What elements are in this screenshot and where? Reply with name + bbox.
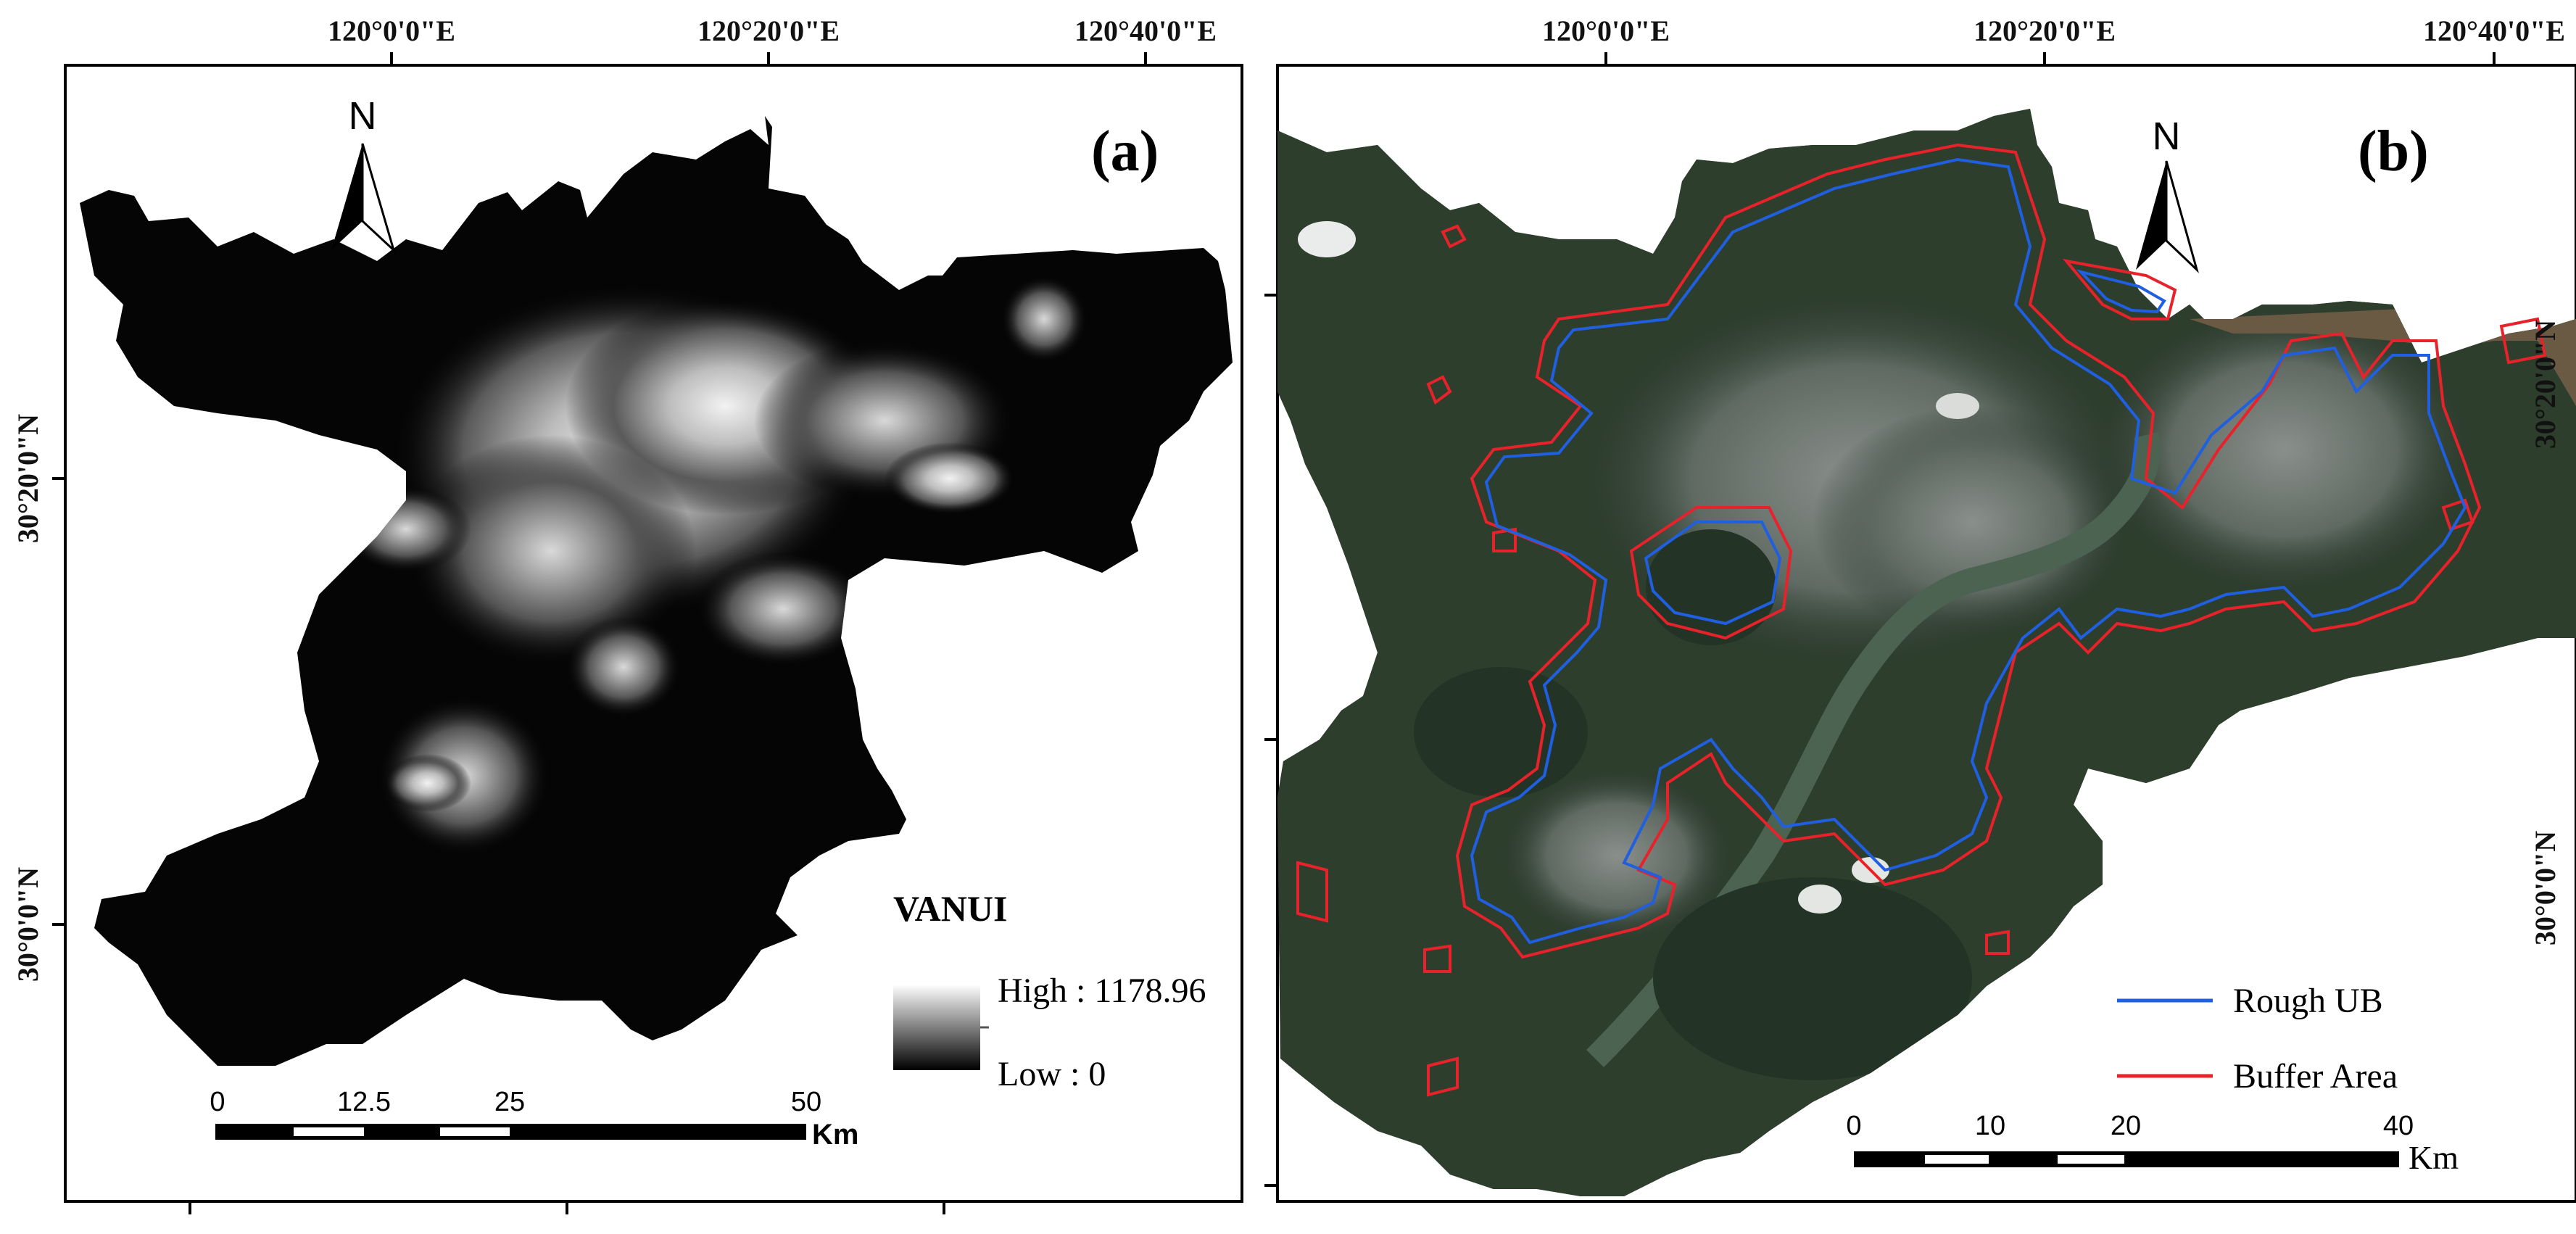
panel-b-ticks — [1264, 52, 2496, 1187]
panel-b-lon-label-2: 120°20'0"E — [1974, 15, 2116, 47]
scale-tick-0: 0 — [1846, 1111, 1861, 1141]
buffer-area-outline — [1296, 143, 2547, 1097]
panel-b-lon-label-1: 120°0'0"E — [1542, 15, 1670, 47]
scale-unit: Km — [2409, 1139, 2459, 1176]
panel-b-north-arrow: N — [2136, 115, 2199, 273]
legend-buffer-area: Buffer Area — [2233, 1057, 2398, 1096]
scale-tick-1: 10 — [1975, 1111, 2005, 1141]
panel-b-lon-label-3: 120°40'0"E — [2423, 15, 2565, 47]
panel-a-legend: VANUI High : 1178.96 Low : 0 — [893, 888, 1206, 1093]
panel-a-lon-label-3: 120°40'0"E — [1074, 15, 1217, 47]
scale-tick-3: 40 — [2383, 1111, 2414, 1141]
panel-a-ticks — [52, 52, 1147, 1214]
scale-tick-1: 12.5 — [337, 1087, 391, 1117]
legend-ramp — [893, 985, 980, 1070]
scale-tick-2: 20 — [2111, 1111, 2141, 1141]
scale-tick-2: 25 — [494, 1087, 525, 1117]
panel-b-scale-bar: 0 10 20 40 Km — [1846, 1111, 2459, 1176]
north-letter: N — [349, 94, 377, 138]
panel-b-lat-label-1: 30°20'0"N — [2529, 320, 2561, 449]
north-letter: N — [2153, 115, 2181, 158]
panel-a-lon-label-1: 120°0'0"E — [328, 15, 455, 47]
scale-tick-0: 0 — [210, 1087, 225, 1117]
panel-b-label: (b) — [2358, 120, 2429, 183]
scale-tick-3: 50 — [791, 1087, 821, 1117]
panel-a-lon-label-2: 120°20'0"E — [697, 15, 840, 47]
scale-unit: Km — [812, 1119, 858, 1151]
panel-b-legend: Rough UB Buffer Area — [2117, 982, 2398, 1096]
legend-low: Low : 0 — [998, 1055, 1106, 1093]
panel-b: 120°0'0"E 120°20'0"E 120°40'0"E 30°20'0"… — [1264, 15, 2576, 1203]
panel-a-label: (a) — [1091, 120, 1159, 183]
vanui-raster — [80, 116, 1233, 1066]
panel-b-lat-label-2: 30°0'0"N — [2529, 831, 2561, 945]
panel-a-scale-bar: 0 12.5 25 50 Km — [210, 1087, 858, 1151]
panel-a-lat-label-1: 30°20'0"N — [12, 414, 44, 543]
panel-a-north-arrow: N — [331, 94, 396, 254]
legend-title: VANUI — [893, 888, 1007, 929]
legend-rough-ub: Rough UB — [2233, 982, 2383, 1020]
panel-a-lat-label-2: 30°0'0"N — [12, 867, 44, 982]
rough-ub-outline — [1470, 157, 2467, 945]
legend-high: High : 1178.96 — [998, 972, 1206, 1010]
panel-a: 120°0'0"E 120°20'0"E 120°40'0"E 30°20'0"… — [12, 15, 1243, 1214]
